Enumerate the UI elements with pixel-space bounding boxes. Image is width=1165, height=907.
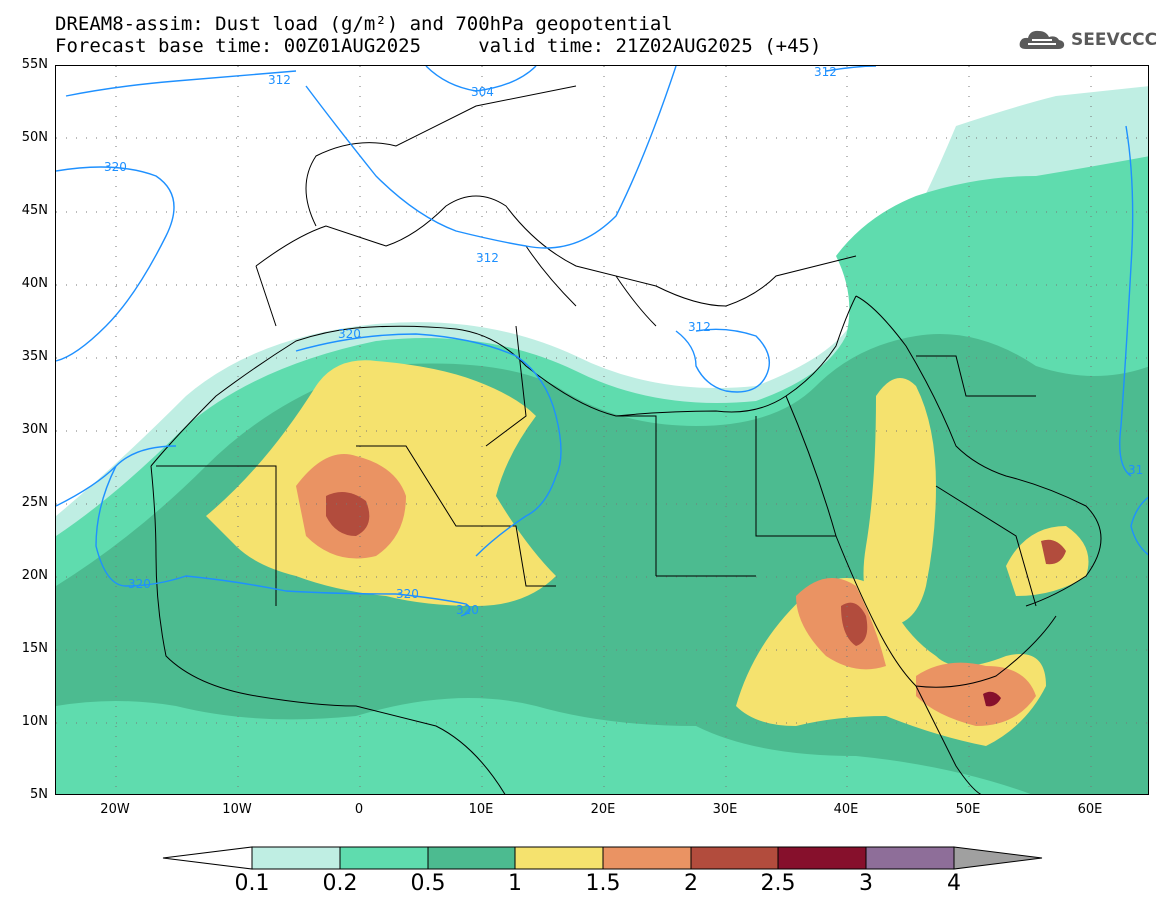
coastlines — [150, 85, 1102, 794]
contour-label: 312 — [476, 251, 499, 265]
contour-label: 304 — [471, 85, 494, 99]
dust-level-2 — [326, 492, 370, 536]
lat-label: 10N — [21, 714, 48, 729]
contour-label: 320 — [104, 160, 127, 174]
lat-label: 30N — [21, 422, 48, 437]
dust-level-1.5-yemen — [916, 662, 1036, 726]
lon-label: 20W — [100, 802, 130, 817]
lon-label: 10W — [222, 802, 252, 817]
lat-label: 15N — [21, 641, 48, 656]
colorbar-label: 0.2 — [322, 871, 358, 896]
lon-label: 60E — [1077, 802, 1103, 817]
lat-label: 55N — [21, 57, 48, 72]
contour-label: 31 — [1128, 463, 1143, 477]
lat-label: 40N — [21, 276, 48, 291]
colorbar-label: 0.1 — [234, 871, 270, 896]
geopotential-contours — [56, 66, 1148, 617]
lon-label: 50E — [955, 802, 981, 817]
colorbar-swatch — [690, 846, 779, 870]
colorbar-label: 3 — [859, 871, 873, 896]
colorbar-swatch — [865, 846, 955, 870]
dust-level-1.5-east — [796, 578, 886, 670]
lat-label: 20N — [21, 568, 48, 583]
dust-level-2.5 — [983, 691, 1001, 707]
colorbar-right-arrow — [953, 846, 1043, 870]
contour-label: 312 — [688, 320, 711, 334]
contour-label: 312 — [268, 73, 291, 87]
lat-label: 50N — [21, 130, 48, 145]
dust-level-1-arabia — [863, 378, 936, 626]
cloud-logo-icon — [1019, 30, 1065, 49]
dust-level-2-east — [841, 602, 868, 646]
colorbar-swatch — [339, 846, 429, 870]
colorbar-left-arrow — [162, 846, 253, 870]
lat-label: 5N — [30, 787, 48, 802]
contour-label: 320 — [396, 587, 419, 601]
lon-label: 10E — [468, 802, 494, 817]
dust-level-2-oman — [1041, 539, 1066, 565]
map-title: DREAM8-assim: Dust load (g/m²) and 700hP… — [55, 13, 673, 35]
colorbar-swatch — [514, 846, 604, 870]
contour-labels: 312 304 320 312 320 312 320 320 320 312 … — [104, 66, 1143, 617]
contour-label: 320 — [456, 603, 479, 617]
colorbar-swatch — [251, 846, 341, 870]
colorbar-label: 2.5 — [760, 871, 796, 896]
lon-label: 30E — [712, 802, 738, 817]
lon-label: 20E — [590, 802, 616, 817]
colorbar-swatch — [602, 846, 692, 870]
colorbar-label: 1.5 — [585, 871, 621, 896]
forecast-time-info: Forecast base time: 00Z01AUG2025 valid t… — [55, 35, 822, 57]
colorbar-swatch — [777, 846, 867, 870]
colorbar-label: 0.5 — [410, 871, 446, 896]
lat-label: 45N — [21, 203, 48, 218]
dust-shading — [56, 86, 1148, 794]
contour-label: 320 — [128, 577, 151, 591]
logo-text: SEEVCCC — [1071, 30, 1158, 50]
lon-label: 40E — [833, 802, 859, 817]
colorbar-label: 4 — [947, 871, 961, 896]
colorbar — [162, 846, 1043, 870]
lat-label: 35N — [21, 349, 48, 364]
lat-label: 25N — [21, 495, 48, 510]
colorbar-label: 2 — [684, 871, 698, 896]
colorbar-swatch — [427, 846, 516, 870]
dust-load-map: 312 304 320 312 320 312 320 320 320 312 … — [55, 65, 1149, 795]
colorbar-label: 1 — [508, 871, 522, 896]
contour-label: 312 — [814, 66, 837, 79]
seevccc-logo: SEEVCCC — [1018, 26, 1157, 54]
contour-label: 320 — [338, 327, 361, 341]
lon-label: 0 — [354, 802, 364, 817]
